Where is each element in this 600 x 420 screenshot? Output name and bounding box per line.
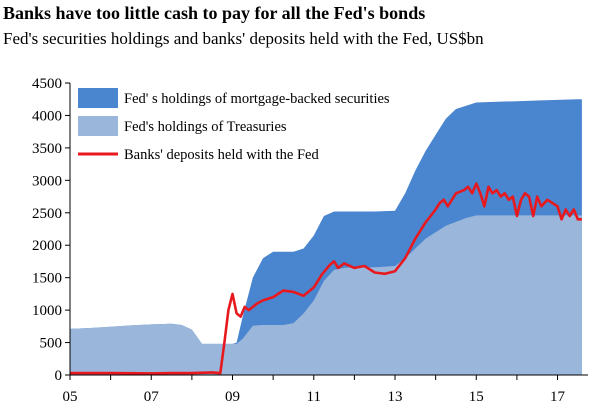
x-tick-label: 11 [307, 389, 321, 405]
y-tick-label: 4500 [32, 76, 62, 92]
y-tick-label: 2000 [32, 238, 62, 254]
chart-svg: 0 500 1000 1500 2000 2500 3000 3500 4000 4500 05 07… [32, 76, 588, 405]
legend-label: Fed's holdings of Treasuries [124, 119, 287, 135]
x-tick-label: 13 [388, 389, 403, 405]
chart-subtitle: Fed's securities holdings and banks' dep… [3, 29, 484, 48]
chart-title: Banks have too little cash to pay for al… [3, 3, 426, 23]
y-tick-label: 1500 [32, 271, 62, 287]
deposits-line [70, 182, 582, 375]
y-tick-label: 2500 [32, 206, 62, 222]
y-tick-label: 500 [40, 336, 63, 352]
y-tick-label: 3500 [32, 141, 62, 157]
chart-area: 0 500 1000 1500 2000 2500 3000 3500 4000 4500 05 07… [0, 68, 600, 415]
y-tick-label: 3000 [32, 173, 62, 189]
x-tick-label: 15 [469, 389, 484, 405]
x-tick-label: 05 [63, 389, 78, 405]
y-tick-label: 0 [55, 368, 63, 384]
legend-label: Banks' deposits held with the Fed [124, 147, 319, 163]
legend-swatch [78, 116, 118, 136]
y-tick-label: 1000 [32, 303, 62, 319]
legend-swatch [78, 88, 118, 108]
y-tick-label: 4000 [32, 108, 62, 124]
x-tick-label: 09 [225, 389, 240, 405]
legend-label: Fed' s holdings of mortgage-backed secur… [124, 91, 390, 107]
x-tick-label: 17 [550, 389, 566, 405]
x-tick-label: 07 [144, 389, 160, 405]
treasuries-area [70, 215, 582, 375]
